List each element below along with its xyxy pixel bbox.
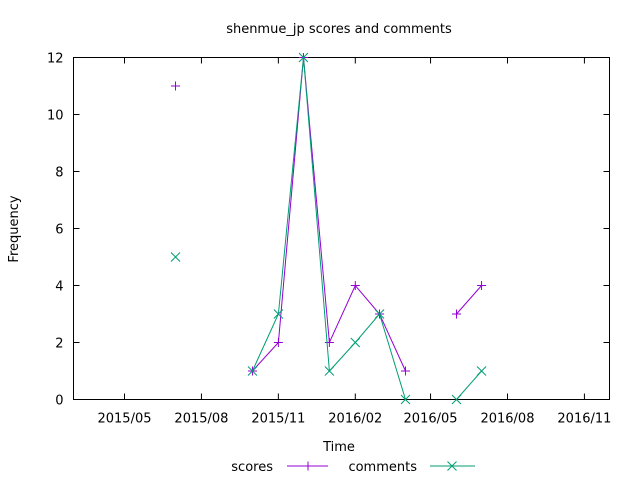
y-tick-label: 2 — [55, 337, 63, 352]
series-scores — [171, 53, 487, 376]
x-tick-label: 2015/11 — [251, 412, 305, 427]
x-tick-label: 2016/08 — [480, 412, 534, 427]
y-tick-label: 8 — [55, 166, 63, 181]
data-point-scores — [171, 81, 181, 91]
y-tick-label: 10 — [47, 109, 64, 124]
plot-frame — [73, 57, 610, 400]
y-axis-label: Frequency — [7, 195, 22, 262]
y-tick-label: 6 — [55, 223, 63, 238]
x-tick-label: 2015/05 — [97, 412, 151, 427]
data-point-comments — [273, 309, 284, 319]
series-line-scores — [456, 285, 482, 315]
x-tick-label: 2016/05 — [404, 412, 458, 427]
data-point-comments — [324, 366, 335, 376]
x-tick-label: 2016/02 — [328, 412, 382, 427]
data-point-comments — [400, 394, 411, 405]
data-point-scores — [400, 366, 410, 376]
chart-title: shenmue_jp scores and comments — [226, 22, 452, 37]
data-point-scores — [273, 338, 283, 347]
series-line-comments — [251, 57, 406, 400]
data-point-scores — [324, 338, 334, 347]
legend-marker-scores — [303, 461, 313, 471]
x-tick-label: 2016/11 — [557, 412, 611, 427]
data-point-comments — [350, 337, 361, 348]
y-tick-label: 0 — [55, 394, 63, 409]
data-point-comments — [476, 366, 487, 376]
data-point-comments — [451, 394, 462, 405]
series-comments — [170, 52, 487, 405]
legend-label-comments: comments — [348, 460, 417, 475]
x-tick-label: 2015/08 — [174, 412, 228, 427]
x-axis-label: Time — [322, 440, 355, 455]
data-point-comments — [170, 252, 181, 262]
data-point-scores — [451, 309, 461, 319]
data-point-scores — [477, 281, 487, 290]
y-tick-label: 4 — [55, 280, 63, 295]
legend-marker-comments — [447, 461, 457, 471]
data-point-scores — [350, 281, 360, 290]
data-point-comments — [247, 366, 258, 376]
data-point-comments — [374, 309, 385, 319]
data-point-comments — [298, 52, 309, 63]
legend-label-scores: scores — [231, 460, 273, 475]
y-tick-label: 12 — [47, 52, 64, 67]
